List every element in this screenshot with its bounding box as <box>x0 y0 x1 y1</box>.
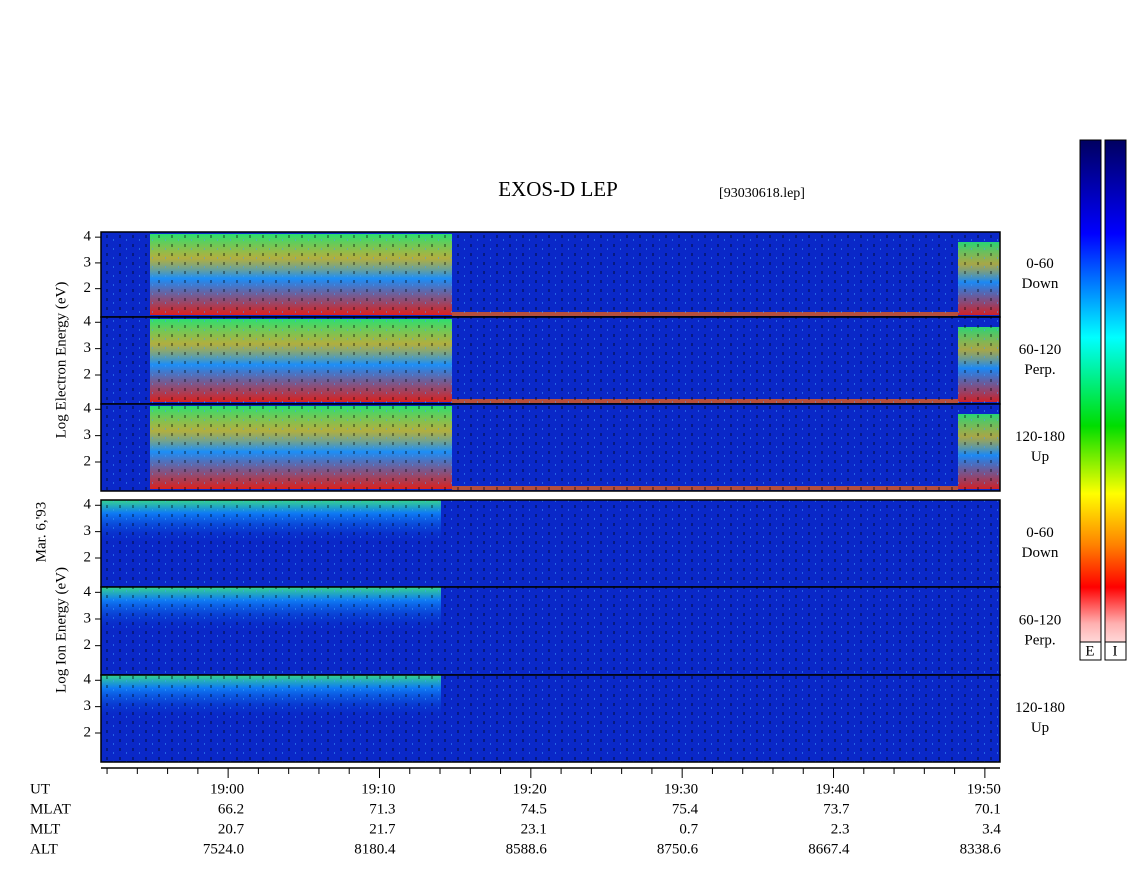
ephemeris-value: 8180.4 <box>354 841 396 857</box>
x-tick-label: 19:50 <box>967 781 1001 797</box>
ephemeris-value: 74.5 <box>521 801 547 817</box>
y-tick-label: 2 <box>84 280 92 296</box>
panel-frame <box>100 674 1001 763</box>
y-tick-label: 2 <box>84 724 92 740</box>
ephemeris-value: 8338.6 <box>960 841 1002 857</box>
ephemeris-value: 20.7 <box>218 821 245 837</box>
date-label: Mar. 6,'93 <box>33 502 49 563</box>
spectrogram-texture <box>101 675 1000 762</box>
y-tick-label: 3 <box>84 427 92 443</box>
y-tick-label: 4 <box>84 314 92 330</box>
y-tick-label: 3 <box>84 610 92 626</box>
y-tick-label: 2 <box>84 549 92 565</box>
colorbar-label: E <box>1085 643 1094 659</box>
ephemeris-name: UT <box>30 781 50 797</box>
panel-label: 0-60 <box>1026 525 1054 541</box>
ephemeris-value: 21.7 <box>369 821 396 837</box>
x-tick-label: 19:40 <box>815 781 849 797</box>
y-axis-label: Log Electron Energy (eV) <box>53 282 69 439</box>
panel-label: 0-60 <box>1026 256 1054 272</box>
y-tick-label: 4 <box>84 229 92 245</box>
panel-label: 60-120 <box>1019 612 1062 628</box>
panel-frame <box>100 403 1001 492</box>
y-tick-label: 3 <box>84 254 92 270</box>
ephemeris-value: 70.1 <box>975 801 1001 817</box>
spectrogram-texture <box>101 232 1000 317</box>
y-tick-label: 4 <box>84 584 92 600</box>
panel-label: 60-120 <box>1019 342 1062 358</box>
spectrogram-texture <box>101 317 1000 404</box>
ephemeris-value: 0.7 <box>679 821 698 837</box>
y-tick-label: 4 <box>84 401 92 417</box>
chart-title: EXOS-D LEP <box>498 177 618 201</box>
colorbar-label-box <box>1104 641 1127 661</box>
panel-label: Perp. <box>1024 362 1055 378</box>
x-tick-label: 19:10 <box>361 781 395 797</box>
y-tick-label: 2 <box>84 366 92 382</box>
y-tick-label: 3 <box>84 698 92 714</box>
ephemeris-name: MLAT <box>30 801 71 817</box>
colorbar-label: I <box>1113 643 1118 659</box>
ephemeris-value: 23.1 <box>521 821 547 837</box>
panel-label: 120-180 <box>1015 700 1065 716</box>
spectrogram-texture <box>101 587 1000 675</box>
chart-subtitle: [93030618.lep] <box>719 186 805 201</box>
ephemeris-value: 3.4 <box>982 821 1001 837</box>
ephemeris-value: 71.3 <box>369 801 395 817</box>
x-tick-label: 19:30 <box>664 781 698 797</box>
panel-label: Down <box>1022 545 1059 561</box>
ephemeris-name: ALT <box>30 841 58 857</box>
y-axis-label: Log Ion Energy (eV) <box>53 567 69 693</box>
y-tick-label: 2 <box>84 637 92 653</box>
y-tick-label: 3 <box>84 340 92 356</box>
x-tick-label: 19:00 <box>210 781 244 797</box>
spectrogram-texture <box>101 404 1000 491</box>
ephemeris-value: 66.2 <box>218 801 244 817</box>
ephemeris-value: 8667.4 <box>808 841 850 857</box>
ephemeris-value: 7524.0 <box>203 841 244 857</box>
colorbar <box>1104 139 1127 661</box>
y-tick-label: 4 <box>84 672 92 688</box>
panel-label: 120-180 <box>1015 429 1065 445</box>
x-tick-label: 19:20 <box>513 781 547 797</box>
ephemeris-value: 75.4 <box>672 801 699 817</box>
y-tick-label: 3 <box>84 523 92 539</box>
ephemeris-value: 8750.6 <box>657 841 699 857</box>
ephemeris-value: 73.7 <box>823 801 850 817</box>
spectrogram-texture <box>101 500 1000 587</box>
panel-label: Up <box>1031 720 1049 736</box>
panel-label: Down <box>1022 276 1059 292</box>
ephemeris-value: 8588.6 <box>506 841 548 857</box>
ephemeris-name: MLT <box>30 821 60 837</box>
y-tick-label: 2 <box>84 453 92 469</box>
y-tick-label: 4 <box>84 497 92 513</box>
ephemeris-value: 2.3 <box>831 821 850 837</box>
panel-label: Perp. <box>1024 632 1055 648</box>
colorbar <box>1079 139 1102 661</box>
colorbar-label-box <box>1079 641 1102 661</box>
panel-label: Up <box>1031 449 1049 465</box>
